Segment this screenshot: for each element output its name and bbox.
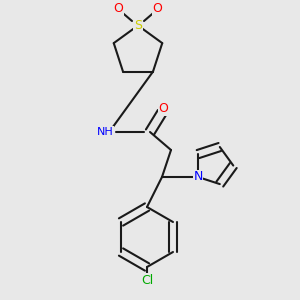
Text: N: N bbox=[193, 170, 203, 184]
Text: Cl: Cl bbox=[141, 274, 153, 287]
Text: O: O bbox=[153, 2, 162, 16]
Text: O: O bbox=[114, 2, 123, 16]
Text: S: S bbox=[134, 19, 142, 32]
Text: O: O bbox=[159, 102, 168, 116]
Text: NH: NH bbox=[97, 127, 113, 137]
